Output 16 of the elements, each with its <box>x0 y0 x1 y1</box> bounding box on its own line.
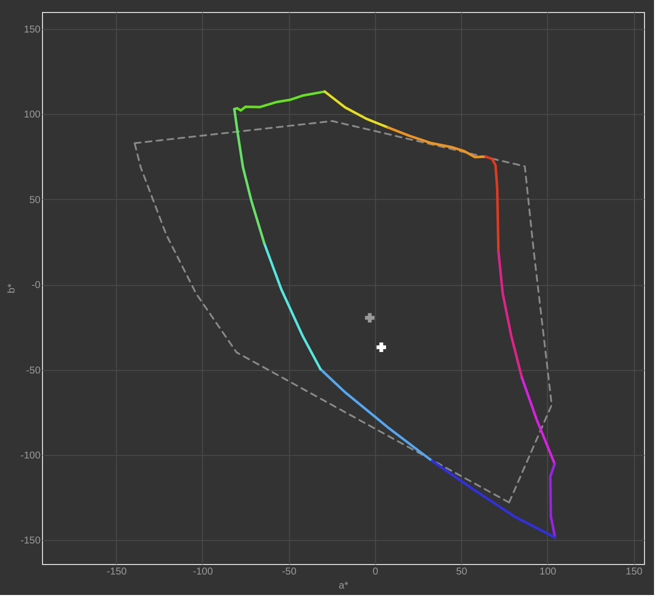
x-tick-label: -150 <box>106 566 128 578</box>
y-tick-label: -50 <box>26 365 41 376</box>
y-tick-label: 100 <box>24 110 41 121</box>
x-tick-label: -50 <box>282 566 297 578</box>
x-tick-label: 0 <box>372 566 379 578</box>
y-tick-label: 50 <box>29 194 41 206</box>
y-tick-label: -0 <box>32 280 41 292</box>
x-axis-title: a* <box>338 580 348 592</box>
y-tick-label: 150 <box>24 24 41 36</box>
y-tick-label: -150 <box>20 536 41 547</box>
x-tick-label: -100 <box>192 566 214 578</box>
x-tick-label: 150 <box>626 566 643 578</box>
y-tick-label: -100 <box>20 450 41 462</box>
x-tick-label: 50 <box>456 566 468 578</box>
x-tick-label: 100 <box>540 566 557 578</box>
y-axis-title: b* <box>6 284 18 294</box>
